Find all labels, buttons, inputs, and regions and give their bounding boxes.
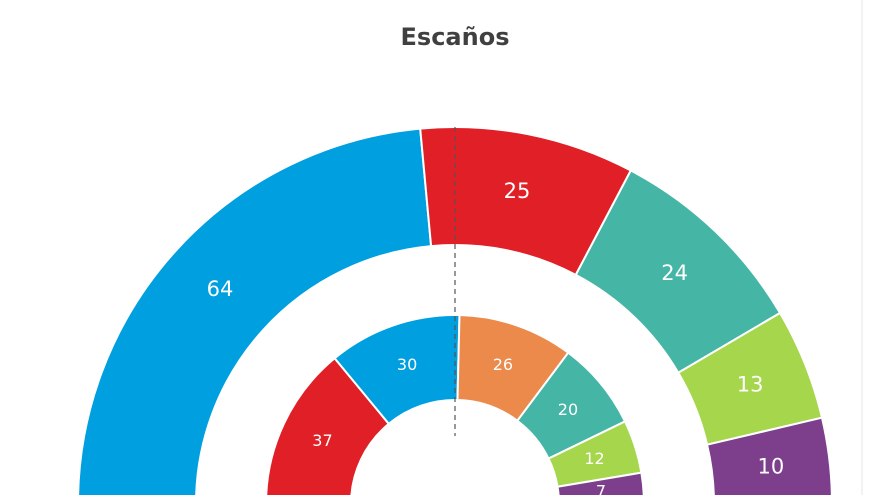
- segment-label: 25: [504, 179, 531, 203]
- segment-label: 10: [758, 454, 785, 478]
- segment-label: 12: [584, 449, 604, 468]
- segment: [77, 127, 433, 495]
- segment-label: 26: [493, 355, 513, 374]
- segment-label: 20: [558, 400, 578, 419]
- segment: [705, 416, 833, 495]
- segment-label: 30: [397, 355, 417, 374]
- segment-label: 7: [596, 481, 606, 495]
- segment-label: 64: [207, 277, 234, 301]
- segment-label: 24: [661, 261, 688, 285]
- segment-label: 37: [312, 431, 332, 450]
- chart-title: Escaños: [401, 23, 510, 51]
- segment-label: 13: [737, 373, 764, 397]
- segment: [556, 471, 645, 495]
